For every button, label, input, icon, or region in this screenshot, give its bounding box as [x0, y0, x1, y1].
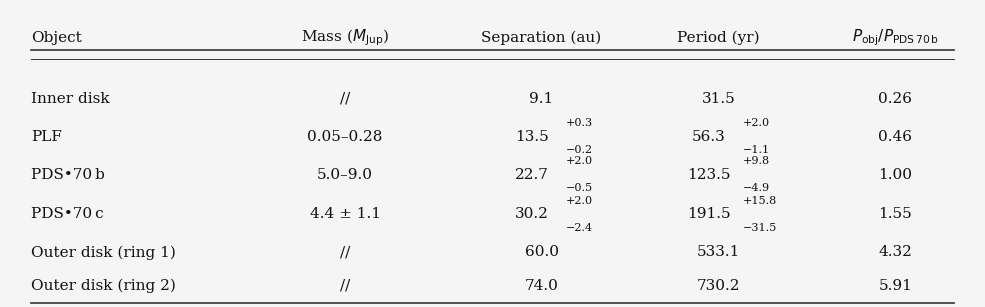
Text: 9.1: 9.1: [530, 92, 554, 106]
Text: −2.4: −2.4: [566, 223, 593, 233]
Text: 56.3: 56.3: [691, 130, 726, 144]
Text: $P_\mathrm{obj}/P_\mathrm{PDS\,70\,b}$: $P_\mathrm{obj}/P_\mathrm{PDS\,70\,b}$: [852, 28, 939, 48]
Text: 4.4 ± 1.1: 4.4 ± 1.1: [309, 207, 380, 221]
Text: Period (yr): Period (yr): [677, 31, 759, 45]
Text: 1.00: 1.00: [879, 168, 912, 182]
Text: 191.5: 191.5: [687, 207, 731, 221]
Text: 74.0: 74.0: [525, 279, 558, 293]
Text: Outer disk (ring 1): Outer disk (ring 1): [31, 245, 175, 259]
Text: 123.5: 123.5: [687, 168, 730, 182]
Text: −0.2: −0.2: [566, 146, 593, 155]
Text: Mass ($M_\mathrm{Jup}$): Mass ($M_\mathrm{Jup}$): [301, 28, 389, 48]
Text: +2.0: +2.0: [566, 196, 593, 206]
Text: 5.91: 5.91: [879, 279, 912, 293]
Text: //: //: [340, 92, 351, 106]
Text: 5.0–9.0: 5.0–9.0: [317, 168, 373, 182]
Text: −0.5: −0.5: [566, 184, 593, 193]
Text: //: //: [340, 245, 351, 259]
Text: 22.7: 22.7: [515, 168, 549, 182]
Text: 13.5: 13.5: [515, 130, 549, 144]
Text: +0.3: +0.3: [566, 118, 593, 128]
Text: 30.2: 30.2: [515, 207, 549, 221]
Text: 4.32: 4.32: [879, 245, 912, 259]
Text: Object: Object: [31, 31, 82, 45]
Text: −1.1: −1.1: [743, 146, 770, 155]
Text: +2.0: +2.0: [566, 156, 593, 166]
Text: 730.2: 730.2: [696, 279, 740, 293]
Text: Inner disk: Inner disk: [31, 92, 109, 106]
Text: 533.1: 533.1: [696, 245, 740, 259]
Text: +9.8: +9.8: [743, 156, 770, 166]
Text: 31.5: 31.5: [701, 92, 735, 106]
Text: 0.46: 0.46: [879, 130, 912, 144]
Text: PLF: PLF: [31, 130, 62, 144]
Text: Outer disk (ring 2): Outer disk (ring 2): [31, 279, 175, 293]
Text: +15.8: +15.8: [743, 196, 777, 206]
Text: 1.55: 1.55: [879, 207, 912, 221]
Text: −4.9: −4.9: [743, 184, 770, 193]
Text: −31.5: −31.5: [743, 223, 777, 233]
Text: 60.0: 60.0: [525, 245, 558, 259]
Text: 0.26: 0.26: [879, 92, 912, 106]
Text: //: //: [340, 279, 351, 293]
Text: PDS•70 b: PDS•70 b: [31, 168, 104, 182]
Text: +2.0: +2.0: [743, 118, 770, 128]
Text: 0.05–0.28: 0.05–0.28: [307, 130, 383, 144]
Text: Separation (au): Separation (au): [482, 31, 602, 45]
Text: PDS•70 c: PDS•70 c: [31, 207, 103, 221]
